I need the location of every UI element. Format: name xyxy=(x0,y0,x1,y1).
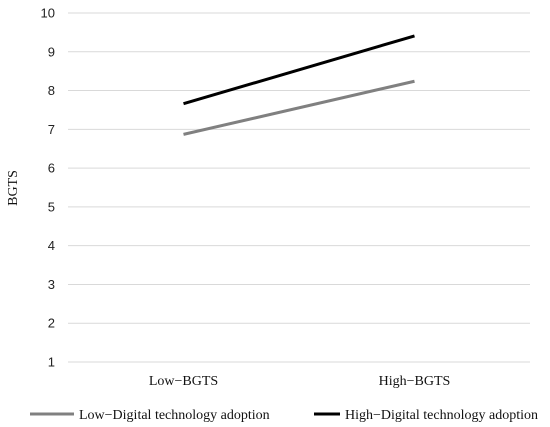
legend-label: High−Digital technology adoption xyxy=(345,408,538,423)
x-tick-label: High−BGTS xyxy=(379,374,451,389)
legend-label: Low−Digital technology adoption xyxy=(79,408,270,423)
y-tick-label: 8 xyxy=(48,83,55,98)
y-tick-label: 9 xyxy=(48,44,55,59)
gridlines xyxy=(68,12,530,363)
series-lines xyxy=(183,34,415,136)
y-tick-label: 3 xyxy=(48,277,55,292)
y-tick-label: 10 xyxy=(41,6,55,21)
y-tick-label: 2 xyxy=(48,316,55,331)
x-tick-label: Low−BGTS xyxy=(149,374,218,389)
y-tick-label: 7 xyxy=(48,122,55,137)
legend: Low−Digital technology adoption High−Digi… xyxy=(30,408,538,423)
y-axis-title: BGTS xyxy=(6,170,21,206)
y-tick-label: 5 xyxy=(48,199,55,214)
y-tick-label: 4 xyxy=(48,238,55,253)
y-tick-label: 1 xyxy=(48,355,55,370)
y-tick-label: 6 xyxy=(48,161,55,176)
x-axis-categories: Low−BGTS High−BGTS xyxy=(149,374,451,389)
series-line-low-dta xyxy=(183,79,415,136)
series-line-high-dta xyxy=(183,34,415,106)
y-axis-ticks: 1 2 3 4 5 6 7 8 9 10 xyxy=(41,6,55,370)
